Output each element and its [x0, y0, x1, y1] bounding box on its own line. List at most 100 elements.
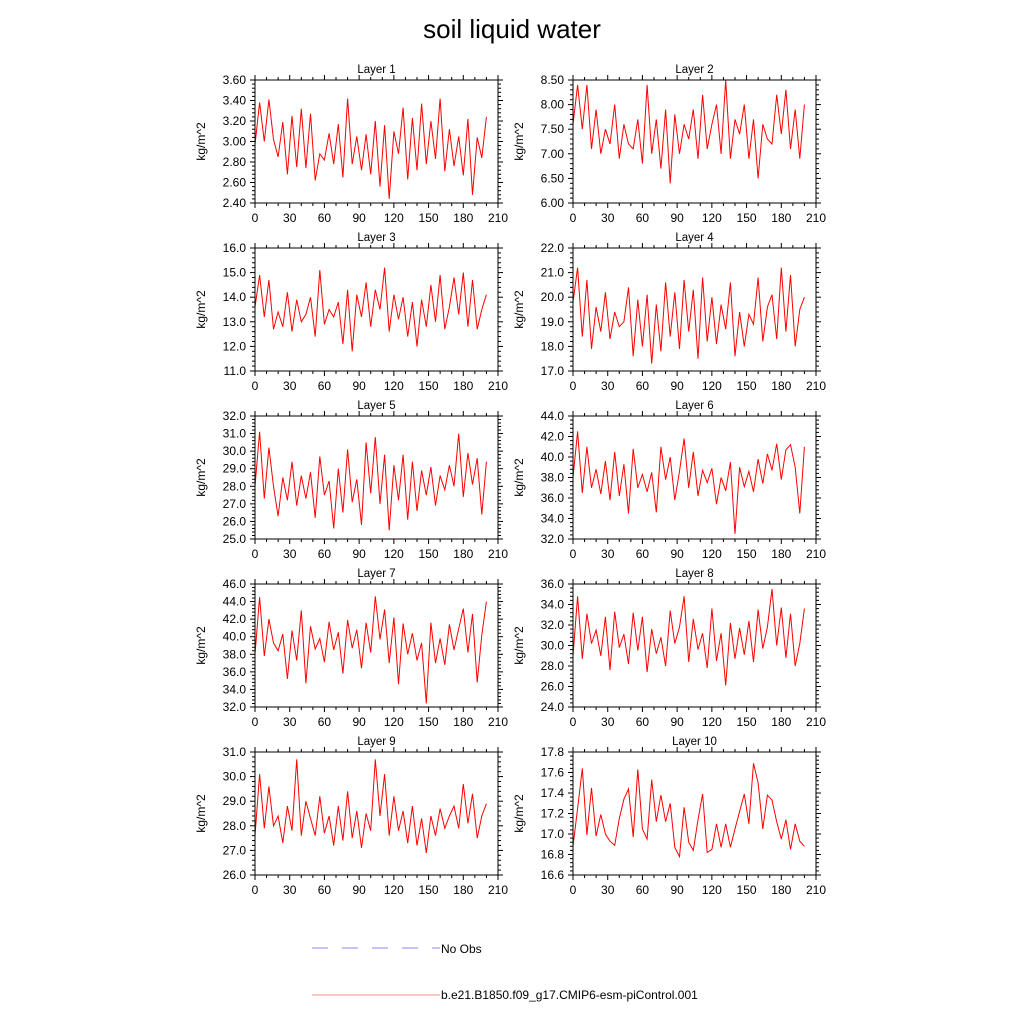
- ticks: [568, 75, 821, 208]
- ticks: [568, 579, 821, 712]
- y-axis-label: kg/m^2: [194, 290, 208, 329]
- series-line: [572, 431, 805, 534]
- y-tick-label: 27.0: [223, 497, 247, 511]
- y-tick-label: 8.00: [541, 98, 565, 112]
- y-tick-label: 8.50: [541, 73, 565, 87]
- panel-5: Layer 5 0 30 60 90 120 150 180 210 25.0 26.0 27.0 28…: [194, 400, 508, 561]
- x-tick-label: 120: [702, 211, 722, 225]
- x-tick-label: 30: [601, 547, 615, 561]
- x-tick-label: 90: [670, 547, 684, 561]
- y-axis-label: kg/m^2: [512, 794, 526, 833]
- series-line: [254, 596, 487, 704]
- y-tick-label: 20.0: [541, 290, 565, 304]
- x-tick-label: 120: [702, 547, 722, 561]
- y-tick-label: 18.0: [541, 339, 565, 353]
- y-tick-label: 16.6: [541, 868, 565, 882]
- y-tick-label: 40.0: [541, 450, 565, 464]
- x-tick-label: 150: [419, 883, 439, 897]
- y-tick-label: 36.0: [223, 665, 247, 679]
- ticks: [250, 579, 503, 712]
- y-tick-label: 2.80: [223, 155, 247, 169]
- x-tick-label: 120: [384, 379, 404, 393]
- y-tick-label: 29.0: [223, 462, 247, 476]
- y-tick-label: 30.0: [223, 770, 247, 784]
- series-line: [254, 98, 487, 199]
- x-tick-label: 30: [283, 379, 297, 393]
- y-tick-label: 17.2: [541, 807, 565, 821]
- plot-frame: [254, 415, 499, 540]
- x-tick-label: 150: [419, 211, 439, 225]
- x-tick-label: 180: [453, 379, 473, 393]
- panel-2: Layer 2 0 30 60 90 120 150 180 210 6.00 6.50 7.00 7.…: [512, 64, 826, 225]
- y-tick-label: 32.0: [541, 618, 565, 632]
- y-axis-label: kg/m^2: [194, 794, 208, 833]
- y-tick-label: 21.0: [541, 266, 565, 280]
- panel-title: Layer 5: [357, 400, 395, 412]
- panel-9: Layer 9 0 30 60 90 120 150 180 210 26.0 27.0 28.0 29…: [194, 736, 508, 897]
- y-tick-label: 14.0: [223, 290, 247, 304]
- y-tick-label: 32.0: [223, 700, 247, 714]
- series-line: [254, 267, 487, 352]
- x-tick-label: 0: [570, 211, 577, 225]
- y-tick-label: 15.0: [223, 266, 247, 280]
- x-tick-label: 210: [488, 883, 508, 897]
- x-tick-label: 210: [488, 211, 508, 225]
- y-tick-label: 17.6: [541, 766, 565, 780]
- x-tick-label: 150: [419, 379, 439, 393]
- x-tick-label: 90: [670, 715, 684, 729]
- x-tick-label: 30: [283, 883, 297, 897]
- x-tick-label: 0: [252, 211, 259, 225]
- y-axis-label: kg/m^2: [512, 626, 526, 665]
- y-axis-label: kg/m^2: [194, 122, 208, 161]
- y-tick-label: 17.0: [541, 364, 565, 378]
- y-tick-label: 46.0: [223, 577, 247, 591]
- legend-line-no-obs: [312, 947, 440, 949]
- panel-10: Layer 10 0 30 60 90 120 150 180 210 16.6 16.8 17.0 1…: [512, 736, 826, 897]
- chart-title: soil liquid water: [423, 14, 601, 44]
- y-tick-label: 38.0: [541, 471, 565, 485]
- ticks: [568, 411, 821, 544]
- y-axis-label: kg/m^2: [512, 122, 526, 161]
- x-tick-label: 30: [283, 547, 297, 561]
- y-tick-label: 3.00: [223, 135, 247, 149]
- x-tick-label: 210: [488, 379, 508, 393]
- series-line: [572, 267, 805, 364]
- x-tick-label: 60: [318, 547, 332, 561]
- y-tick-label: 16.8: [541, 848, 565, 862]
- panel-title: Layer 1: [357, 64, 395, 76]
- x-tick-label: 30: [283, 715, 297, 729]
- plot-frame: [572, 247, 817, 372]
- panel-title: Layer 10: [672, 736, 717, 748]
- panel-title: Layer 4: [675, 232, 714, 244]
- x-tick-label: 120: [384, 547, 404, 561]
- plot-frame: [572, 751, 817, 876]
- x-tick-label: 120: [384, 883, 404, 897]
- y-tick-label: 28.0: [223, 819, 247, 833]
- series-line: [572, 79, 805, 184]
- y-tick-label: 28.0: [223, 479, 247, 493]
- y-tick-label: 25.0: [223, 532, 247, 546]
- x-tick-label: 180: [453, 883, 473, 897]
- y-tick-label: 26.0: [541, 680, 565, 694]
- panel-title: Layer 2: [675, 64, 713, 76]
- x-tick-label: 0: [252, 547, 259, 561]
- y-tick-label: 7.50: [541, 122, 565, 136]
- panel-title: Layer 9: [357, 736, 395, 748]
- x-tick-label: 180: [771, 379, 791, 393]
- plot-frame: [254, 583, 499, 708]
- y-tick-label: 30.0: [541, 639, 565, 653]
- x-tick-label: 0: [252, 379, 259, 393]
- y-tick-label: 17.4: [541, 786, 565, 800]
- plot-frame: [254, 751, 499, 876]
- plot-frame: [254, 79, 499, 204]
- panel-title: Layer 8: [675, 568, 713, 580]
- x-tick-label: 150: [737, 715, 757, 729]
- panel-8: Layer 8 0 30 60 90 120 150 180 210 24.0 26.0 28.0 30…: [512, 568, 826, 729]
- series-line: [572, 763, 805, 859]
- y-axis-label: kg/m^2: [194, 458, 208, 497]
- y-tick-label: 36.0: [541, 491, 565, 505]
- y-tick-label: 34.0: [223, 682, 247, 696]
- x-tick-label: 90: [352, 547, 366, 561]
- y-tick-label: 11.0: [224, 364, 247, 378]
- y-tick-label: 6.00: [541, 196, 565, 210]
